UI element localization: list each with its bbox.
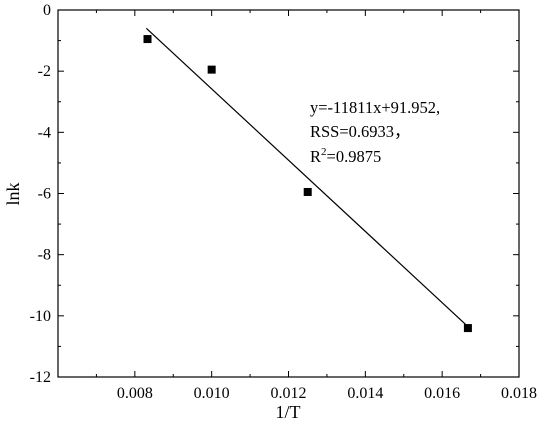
y-tick-label: 0	[43, 2, 51, 19]
data-point	[463, 324, 472, 333]
y-axis-ticks: 0 -2 -4 -6 -8 -10 -12	[30, 2, 519, 386]
annotation-r2-value: =0.9875	[327, 147, 382, 166]
annotation-line-3: R2=0.9875	[310, 146, 381, 166]
annotation-r-superscript: 2	[321, 146, 327, 158]
x-axis-label: 1/T	[276, 402, 301, 422]
x-tick-label: 0.018	[501, 385, 537, 402]
x-tick-label: 0.008	[117, 385, 153, 402]
y-axis-label: lnk	[3, 182, 23, 205]
x-tick-label: 0.016	[424, 385, 460, 402]
data-point	[303, 187, 312, 196]
y-tick-label: -6	[38, 186, 51, 203]
x-tick-label: 0.014	[347, 385, 383, 402]
data-point	[143, 35, 152, 44]
data-point	[207, 65, 216, 74]
annotation-line-2: RSS=0.6933，	[310, 122, 411, 141]
y-tick-label: -10	[30, 308, 51, 325]
fit-line	[145, 27, 469, 327]
y-tick-label: -8	[38, 247, 51, 264]
annotation-r: R	[310, 147, 321, 166]
x-tick-label: 0.012	[271, 385, 307, 402]
y-tick-label: -12	[30, 369, 51, 386]
plot-frame	[57, 9, 520, 378]
data-points	[143, 35, 472, 333]
x-tick-label: 0.010	[194, 385, 230, 402]
y-tick-label: -2	[38, 63, 51, 80]
x-axis-ticks: 0.008 0.010 0.012 0.014 0.016 0.018	[57, 10, 537, 402]
annotation-line-1: y=-11811x+91.952,	[310, 98, 440, 117]
y-tick-label: -4	[38, 124, 51, 141]
